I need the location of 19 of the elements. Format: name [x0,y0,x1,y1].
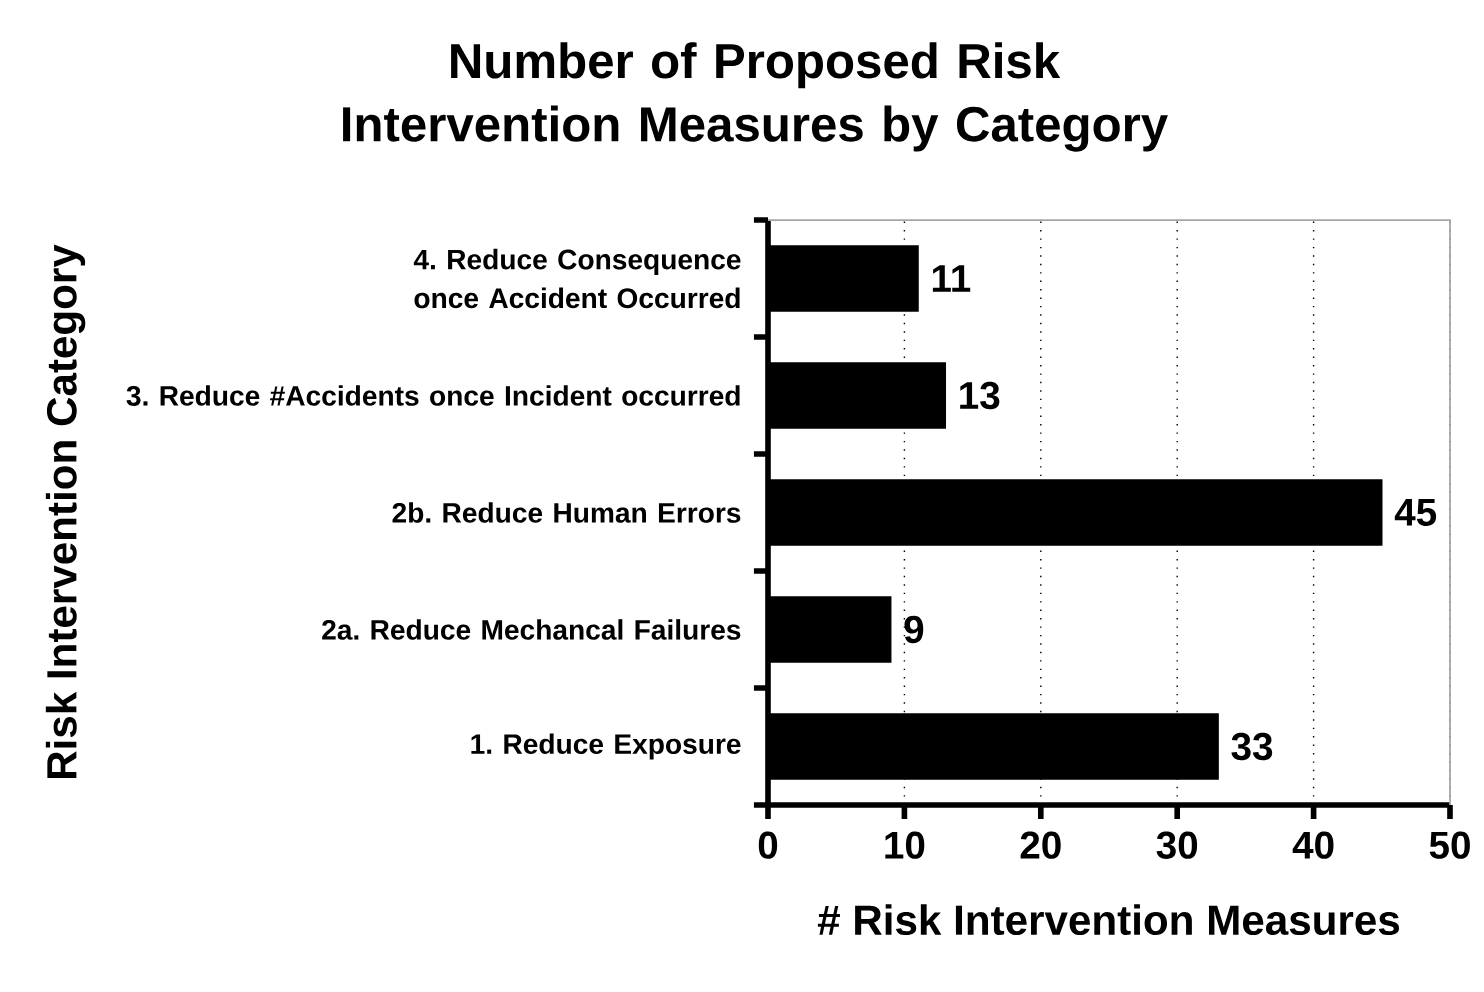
x-tick-label: 0 [758,831,778,859]
x-tick-label: 40 [1292,831,1334,859]
y-tick-label: 2b. Reduce Human Errors [392,502,741,523]
x-tick-label: 30 [1156,831,1198,859]
y-tick-label: 2a. Reduce Mechancal Failures [322,619,741,640]
chart-title: Number of Proposed Risk Intervention Measures by Category [343,42,1168,152]
x-axis-title: # Risk Intervention Measures [817,904,1400,936]
x-tick-label: 10 [885,831,925,859]
data-label: 9 [904,615,924,644]
y-tick-label: 1. Reduce Exposure [471,733,741,760]
data-label: 45 [1394,499,1437,527]
y-tick-label: 3. Reduce #Accidents once Incident occurred [126,385,740,406]
data-label: 13 [960,381,1000,410]
x-tick-label: 50 [1429,831,1470,859]
y-tick-label: 4. Reduce Consequence once Accident Occurred [413,248,741,309]
y-axis-title: Risk Intervention Category [45,244,86,779]
x-tick-label: 20 [1020,831,1061,859]
data-label: 33 [1231,732,1273,761]
data-label: 11 [932,265,971,292]
